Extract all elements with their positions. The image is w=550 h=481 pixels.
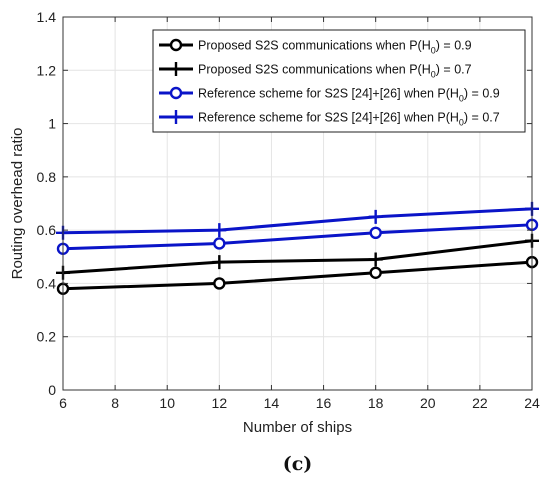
legend-label-subscript: 0 [459, 118, 464, 128]
legend-label-prefix: Proposed S2S communications when P(H [198, 63, 431, 77]
data-point [213, 277, 226, 290]
data-point [213, 237, 226, 250]
x-tick-label: 10 [159, 395, 175, 411]
legend-label-prefix: Reference scheme for S2S [24]+[26] when … [198, 87, 459, 101]
data-point [369, 226, 382, 240]
x-tick-label: 22 [472, 395, 488, 411]
series-line [62, 260, 533, 291]
series-layer [56, 201, 539, 295]
legend-item-1: Proposed S2S communications when P(H0) =… [159, 39, 472, 56]
x-tick-label: 16 [316, 395, 332, 411]
y-tick-label: 0.6 [37, 222, 57, 238]
data-point [212, 223, 227, 238]
x-tick-label: 24 [524, 395, 540, 411]
legend-label-subscript: 0 [459, 94, 464, 104]
legend: Proposed S2S communications when P(H0) =… [152, 29, 526, 133]
legend-label-suffix: ) = 0.7 [464, 111, 500, 125]
legend-item-3: Reference scheme for S2S [24]+[26] when … [159, 87, 500, 104]
y-tick-label: 0.4 [37, 275, 57, 291]
x-tick-label: 12 [212, 395, 228, 411]
x-tick-label: 8 [111, 395, 119, 411]
x-tick-label: 20 [420, 395, 436, 411]
legend-label-suffix: ) = 0.7 [436, 63, 472, 77]
legend-label-prefix: Proposed S2S communications when P(H [198, 39, 431, 53]
axis-ticks: 6 8 10 12 14 16 18 20 22 24 0 0.2 0.4 0.6 0.8 1 1.2 1.4 [37, 9, 540, 411]
legend-label-subscript: 0 [431, 70, 436, 80]
series-line [62, 239, 533, 275]
legend-label-suffix: ) = 0.9 [436, 39, 472, 53]
y-tick-label: 1.4 [37, 9, 57, 25]
x-tick-label: 14 [264, 395, 280, 411]
legend-marker [169, 110, 183, 124]
legend-label-prefix: Reference scheme for S2S [24]+[26] when … [198, 111, 459, 125]
x-tick-label: 18 [368, 395, 384, 411]
y-tick-label: 0.2 [37, 329, 57, 345]
y-tick-label: 0 [48, 382, 56, 398]
series-2 [56, 233, 539, 280]
data-point [212, 255, 227, 270]
y-tick-label: 1.2 [37, 62, 57, 78]
legend-label: Reference scheme for S2S [24]+[26] when … [198, 87, 500, 104]
legend-label: Proposed S2S communications when P(H0) =… [198, 39, 472, 56]
series-4 [56, 201, 539, 240]
legend-label: Reference scheme for S2S [24]+[26] when … [198, 111, 500, 128]
legend-box [152, 29, 526, 133]
series-1 [56, 255, 539, 295]
plot-frame [62, 16, 533, 391]
legend-item-4: Reference scheme for S2S [24]+[26] when … [159, 110, 500, 128]
x-axis-label: Number of ships [243, 419, 352, 436]
legend-label-suffix: ) = 0.9 [464, 87, 500, 101]
data-point [368, 209, 383, 224]
data-point [369, 266, 382, 279]
y-axis-label: Routing overhead ratio [9, 128, 26, 280]
x-tick-label: 6 [59, 395, 67, 411]
legend-label: Proposed S2S communications when P(H0) =… [198, 63, 472, 80]
data-point [368, 252, 383, 267]
series-line [62, 223, 533, 251]
y-tick-label: 1 [48, 116, 56, 132]
legend-marker [169, 62, 183, 76]
figure-caption: (c) [283, 453, 313, 475]
legend-label-subscript: 0 [431, 46, 436, 56]
series-line [62, 207, 533, 235]
legend-item-2: Proposed S2S communications when P(H0) =… [159, 62, 472, 80]
legend-marker [169, 86, 183, 100]
y-tick-label: 0.8 [37, 169, 57, 185]
legend-marker [169, 38, 183, 52]
